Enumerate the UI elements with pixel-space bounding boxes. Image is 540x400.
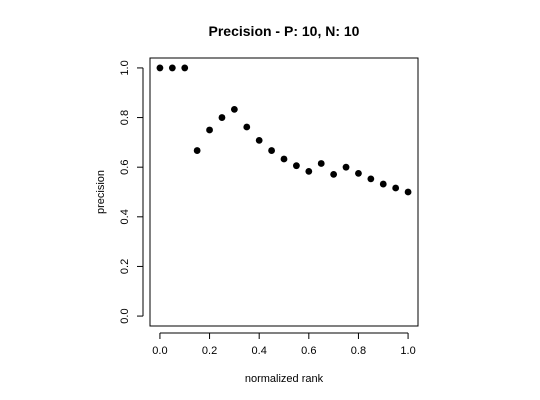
- data-point: [281, 156, 288, 163]
- y-tick-label: 0.0: [119, 308, 131, 323]
- y-axis-label: precision: [95, 170, 107, 214]
- y-tick-label: 0.4: [119, 209, 131, 224]
- data-point: [194, 147, 201, 154]
- data-point: [318, 160, 325, 167]
- data-point: [256, 137, 263, 144]
- data-point: [380, 181, 387, 188]
- data-point: [330, 171, 337, 178]
- x-axis: 0.0 0.2 0.4 0.6 0.8 1.0: [152, 333, 415, 357]
- x-tick-label: 0.2: [202, 345, 217, 357]
- y-tick-label: 0.6: [119, 160, 131, 175]
- x-tick-label: 1.0: [400, 345, 415, 357]
- data-point: [355, 170, 362, 177]
- x-tick-label: 0.8: [351, 345, 366, 357]
- data-point: [268, 147, 275, 154]
- data-point: [181, 65, 188, 72]
- chart-title: Precision - P: 10, N: 10: [209, 23, 360, 39]
- y-axis: 0.0 0.2 0.4 0.6 0.8 1.0: [119, 60, 143, 323]
- y-tick-label: 1.0: [119, 60, 131, 75]
- y-tick-label: 0.2: [119, 259, 131, 274]
- x-tick-label: 0.6: [301, 345, 316, 357]
- data-point: [305, 168, 312, 175]
- data-point: [169, 65, 176, 72]
- data-point: [219, 114, 226, 121]
- x-tick-label: 0.0: [152, 345, 167, 357]
- data-point: [392, 185, 399, 192]
- plot-frame: [150, 58, 418, 326]
- data-point: [231, 106, 238, 113]
- data-point: [405, 189, 412, 196]
- data-points: [157, 65, 412, 196]
- data-point: [367, 175, 374, 182]
- data-point: [206, 127, 213, 134]
- data-point: [293, 162, 300, 169]
- data-point: [157, 65, 164, 72]
- y-tick-label: 0.8: [119, 110, 131, 125]
- data-point: [243, 124, 250, 131]
- x-tick-label: 0.4: [252, 345, 267, 357]
- data-point: [343, 164, 350, 171]
- x-axis-label: normalized rank: [245, 373, 324, 385]
